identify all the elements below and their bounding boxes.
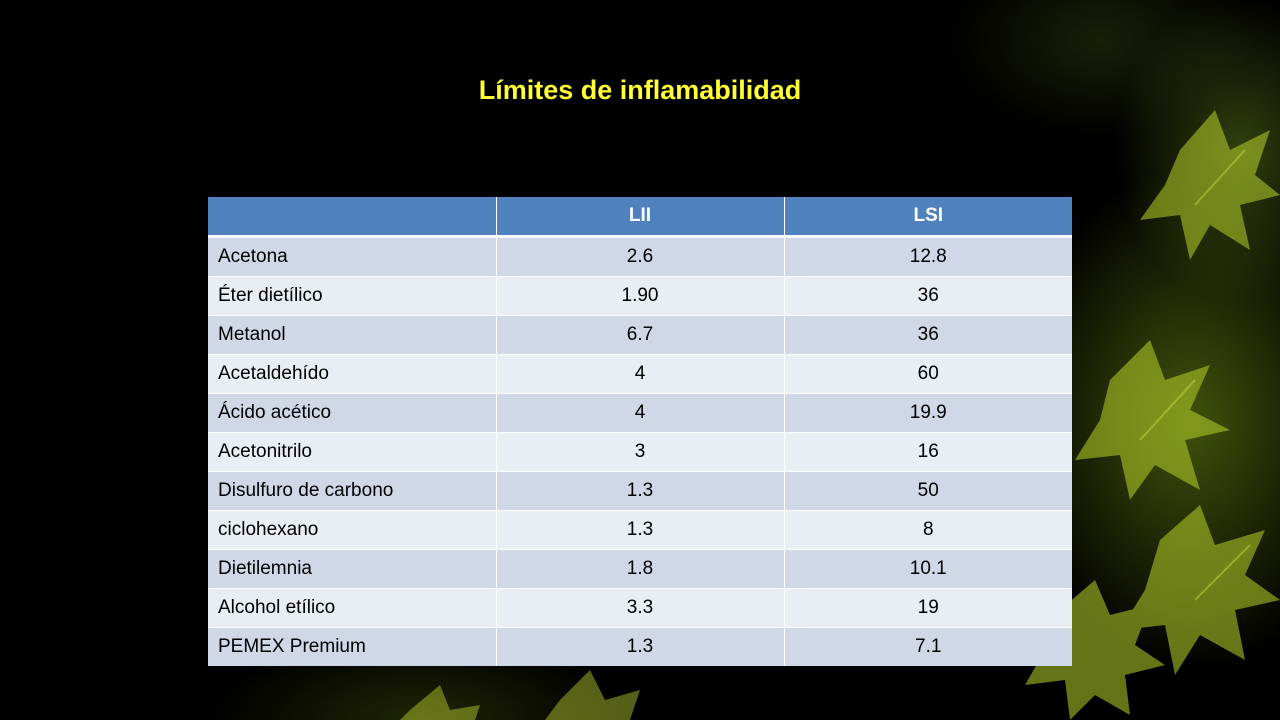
cell-lii: 1.8 <box>495 549 784 589</box>
cell-lii: 4 <box>495 354 784 394</box>
header-substance <box>208 197 496 238</box>
cell-lsi: 19.9 <box>783 393 1072 433</box>
table-header-row: LII LSI <box>208 197 1072 238</box>
cell-lsi: 36 <box>783 315 1072 355</box>
cell-substance: PEMEX Premium <box>208 627 496 666</box>
cell-lsi: 36 <box>783 276 1072 316</box>
cell-lii: 1.3 <box>495 510 784 550</box>
cell-substance: Metanol <box>208 315 496 355</box>
cell-lii: 1.3 <box>495 627 784 666</box>
table-row: Disulfuro de carbono 1.3 50 <box>208 471 1072 511</box>
cell-lsi: 7.1 <box>783 627 1072 666</box>
cell-lsi: 12.8 <box>783 236 1072 277</box>
slide-title: Límites de inflamabilidad <box>478 75 802 105</box>
table-row: Éter dietílico 1.90 36 <box>208 276 1072 316</box>
cell-lii: 1.90 <box>495 276 784 316</box>
cell-substance: Acetona <box>208 236 496 277</box>
cell-lsi: 60 <box>783 354 1072 394</box>
cell-substance: Acetonitrilo <box>208 432 496 472</box>
cell-lii: 3 <box>495 432 784 472</box>
cell-lii: 4 <box>495 393 784 433</box>
cell-substance: Alcohol etílico <box>208 588 496 628</box>
cell-lii: 6.7 <box>495 315 784 355</box>
cell-substance: Éter dietílico <box>208 276 496 316</box>
cell-substance: Ácido acético <box>208 393 496 433</box>
cell-lsi: 19 <box>783 588 1072 628</box>
cell-lsi: 8 <box>783 510 1072 550</box>
cell-lii: 2.6 <box>495 236 784 277</box>
table-row: PEMEX Premium 1.3 7.1 <box>208 627 1072 666</box>
cell-lsi: 10.1 <box>783 549 1072 589</box>
table-row: Ácido acético 4 19.9 <box>208 393 1072 433</box>
flammability-table: LII LSI Acetona 2.6 12.8 Éter dietílico … <box>208 197 1072 666</box>
cell-substance: ciclohexano <box>208 510 496 550</box>
table-row: Alcohol etílico 3.3 19 <box>208 588 1072 628</box>
table-row: Acetonitrilo 3 16 <box>208 432 1072 472</box>
table-row: Dietilemnia 1.8 10.1 <box>208 549 1072 589</box>
cell-lsi: 16 <box>783 432 1072 472</box>
cell-lii: 3.3 <box>495 588 784 628</box>
header-lsi: LSI <box>783 197 1072 238</box>
table-row: Metanol 6.7 36 <box>208 315 1072 355</box>
cell-substance: Disulfuro de carbono <box>208 471 496 511</box>
cell-substance: Dietilemnia <box>208 549 496 589</box>
cell-substance: Acetaldehído <box>208 354 496 394</box>
cell-lsi: 50 <box>783 471 1072 511</box>
cell-lii: 1.3 <box>495 471 784 511</box>
table-row: Acetaldehído 4 60 <box>208 354 1072 394</box>
table-row: Acetona 2.6 12.8 <box>208 236 1072 277</box>
header-lii: LII <box>495 197 784 238</box>
table-row: ciclohexano 1.3 8 <box>208 510 1072 550</box>
